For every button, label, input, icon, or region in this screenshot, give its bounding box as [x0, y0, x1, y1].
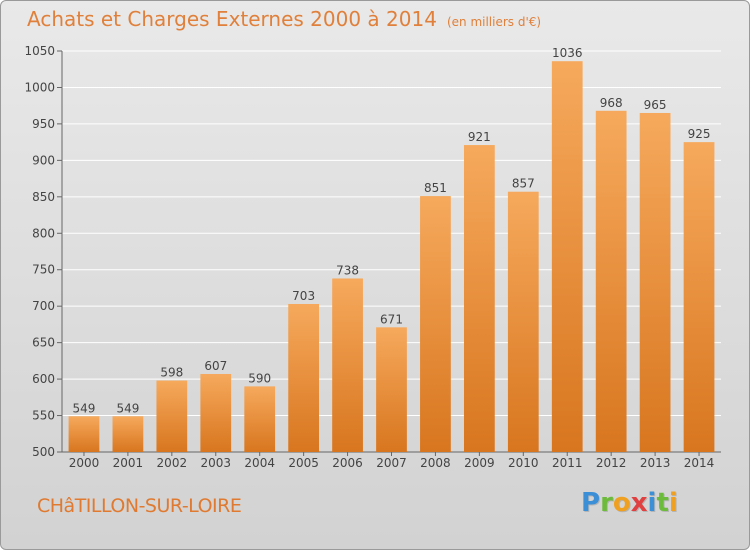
y-tick-label: 600	[32, 372, 55, 386]
data-label-2002: 598	[160, 366, 183, 380]
bar-layer	[68, 61, 715, 453]
x-tick-label: 2012	[596, 456, 627, 470]
y-tick-label: 650	[32, 336, 55, 350]
data-label-2008: 851	[424, 181, 447, 195]
x-tick-label: 2006	[332, 456, 363, 470]
data-label-2001: 549	[116, 401, 139, 415]
x-tick-label: 2002	[157, 456, 188, 470]
bar-2009	[463, 145, 495, 452]
y-tick-label: 750	[32, 263, 55, 277]
y-tick-label: 500	[32, 445, 55, 459]
data-label-2010: 857	[512, 177, 535, 191]
logo-letter: i	[647, 488, 657, 518]
data-label-2009: 921	[468, 130, 491, 144]
x-tick-label: 2004	[244, 456, 275, 470]
x-tick-label: 2001	[113, 456, 144, 470]
y-tick-label: 850	[32, 190, 55, 204]
proxiti-logo: Proxiti	[581, 488, 678, 518]
bar-2008	[420, 196, 451, 452]
logo-letter: r	[600, 488, 613, 518]
bar-2006	[332, 278, 363, 452]
location-label: CHâTILLON-SUR-LOIRE	[37, 495, 242, 517]
bar-2005	[288, 303, 320, 452]
bar-2011	[551, 61, 583, 452]
data-label-2014: 925	[688, 127, 711, 141]
bar-2012	[595, 110, 627, 452]
x-tick-label: 2010	[508, 456, 539, 470]
bar-2002	[156, 380, 188, 452]
logo-letter: x	[630, 488, 648, 518]
y-tick-label: 550	[32, 409, 55, 423]
x-tick-label: 2007	[376, 456, 407, 470]
data-label-2011: 1036	[552, 46, 583, 60]
x-tick-label: 2014	[684, 456, 715, 470]
data-label-2000: 549	[73, 401, 96, 415]
data-label-2007: 671	[380, 312, 403, 326]
logo-letter: t	[656, 488, 669, 518]
x-tick-label: 2013	[640, 456, 671, 470]
label-layer: 2000 549 2001 549 2002 598 2003 607 2004 590 2005 7…	[69, 46, 715, 470]
x-tick-label: 2005	[288, 456, 319, 470]
x-tick-label: 2008	[420, 456, 451, 470]
bar-2007	[376, 327, 407, 452]
y-tick-label: 950	[32, 117, 55, 131]
chart-subtitle: (en milliers d'€)	[446, 15, 542, 29]
x-tick-label: 2011	[552, 456, 583, 470]
data-label-2003: 607	[204, 359, 227, 373]
logo-letter: i	[668, 488, 678, 518]
y-tick-label: 800	[32, 226, 55, 240]
bar-2010	[507, 191, 539, 452]
data-label-2004: 590	[248, 371, 271, 385]
y-tick-label: 900	[32, 153, 55, 167]
bar-2004	[244, 386, 276, 452]
data-label-2013: 965	[644, 98, 667, 112]
logo-letter: o	[612, 488, 631, 518]
chart-title: Achats et Charges Externes 2000 à 2014 (e…	[27, 7, 541, 31]
y-tick-label: 1050	[24, 44, 55, 58]
chart-title-text: Achats et Charges Externes 2000 à 2014	[27, 7, 437, 31]
data-label-2005: 703	[292, 289, 315, 303]
bar-2014	[683, 142, 715, 453]
data-label-2006: 738	[336, 263, 359, 277]
data-label-2012: 968	[600, 96, 623, 110]
y-tick-label: 700	[32, 299, 55, 313]
bar-2013	[639, 112, 671, 453]
y-tick-label: 1000	[24, 80, 55, 94]
x-tick-label: 2009	[464, 456, 495, 470]
logo-letter: P	[581, 488, 601, 518]
bar-2000	[68, 416, 100, 452]
bar-2001	[112, 416, 144, 452]
x-tick-label: 2000	[69, 456, 100, 470]
x-tick-label: 2003	[200, 456, 231, 470]
bar-2003	[200, 373, 232, 452]
